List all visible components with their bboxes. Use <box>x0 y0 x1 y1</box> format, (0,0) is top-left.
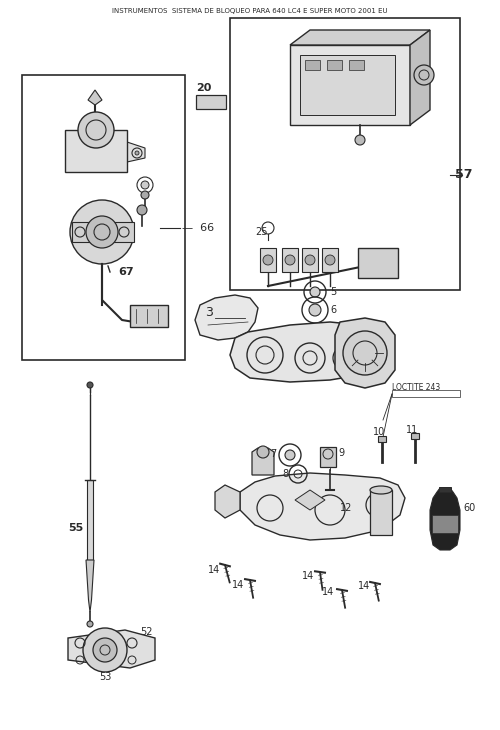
Bar <box>87 480 93 560</box>
Bar <box>327 60 342 70</box>
Text: 14: 14 <box>208 565 220 575</box>
Bar <box>196 95 226 109</box>
Circle shape <box>78 112 114 148</box>
Text: 6: 6 <box>330 305 336 315</box>
Circle shape <box>310 287 320 297</box>
Polygon shape <box>252 448 274 475</box>
Bar <box>320 447 336 467</box>
Circle shape <box>305 255 315 265</box>
Text: 10: 10 <box>373 427 385 437</box>
Text: LOCTITE 243: LOCTITE 243 <box>392 383 440 393</box>
Polygon shape <box>68 630 155 668</box>
Bar <box>130 305 168 327</box>
Bar <box>300 55 395 115</box>
Text: 55: 55 <box>68 523 83 533</box>
Polygon shape <box>295 490 325 510</box>
Polygon shape <box>410 30 430 125</box>
Text: 14: 14 <box>302 571 314 581</box>
Bar <box>439 487 451 492</box>
Bar <box>282 248 298 272</box>
Circle shape <box>86 216 118 248</box>
Text: 25: 25 <box>255 227 268 237</box>
Bar <box>22 75 185 360</box>
Polygon shape <box>335 318 395 388</box>
Circle shape <box>87 621 93 627</box>
Text: 7: 7 <box>270 449 276 459</box>
Circle shape <box>93 638 117 662</box>
Bar <box>358 248 398 278</box>
Text: 53: 53 <box>99 672 111 682</box>
Circle shape <box>414 65 434 85</box>
Bar <box>411 433 419 439</box>
Bar <box>72 222 134 242</box>
Polygon shape <box>430 488 460 550</box>
Circle shape <box>137 205 147 215</box>
Polygon shape <box>290 30 430 45</box>
Circle shape <box>135 151 139 155</box>
Bar <box>370 490 392 535</box>
Circle shape <box>141 191 149 199</box>
Text: 14: 14 <box>322 587 334 597</box>
Circle shape <box>343 331 387 375</box>
Bar <box>392 390 460 397</box>
Bar <box>260 248 276 272</box>
Circle shape <box>309 304 321 316</box>
Circle shape <box>325 255 335 265</box>
Text: 14: 14 <box>358 581 370 591</box>
Text: 14: 14 <box>232 580 244 590</box>
Bar <box>432 515 458 533</box>
Circle shape <box>285 450 295 460</box>
Text: 20: 20 <box>196 83 212 93</box>
Polygon shape <box>88 90 102 105</box>
Polygon shape <box>195 295 258 340</box>
Text: 5: 5 <box>330 287 336 297</box>
Circle shape <box>141 181 149 189</box>
Circle shape <box>257 446 269 458</box>
Text: 52: 52 <box>140 627 152 637</box>
Circle shape <box>70 200 134 264</box>
Text: 57: 57 <box>455 169 472 182</box>
Text: —  66: — 66 <box>182 223 214 233</box>
Bar <box>290 45 410 125</box>
Bar <box>378 436 386 442</box>
Polygon shape <box>240 473 405 540</box>
Ellipse shape <box>370 486 392 494</box>
Bar <box>230 18 460 290</box>
Bar <box>65 130 127 172</box>
Text: 9: 9 <box>338 448 344 458</box>
Text: 12: 12 <box>340 503 352 513</box>
Circle shape <box>285 255 295 265</box>
Text: INSTRUMENTOS  SISTEMA DE BLOQUEO PARA 640 LC4 E SUPER MOTO 2001 EU: INSTRUMENTOS SISTEMA DE BLOQUEO PARA 640… <box>112 8 388 14</box>
Circle shape <box>355 135 365 145</box>
Text: 3: 3 <box>205 305 213 318</box>
Bar <box>349 60 364 70</box>
Circle shape <box>263 255 273 265</box>
Polygon shape <box>230 322 378 382</box>
Text: 8: 8 <box>282 469 288 479</box>
Circle shape <box>87 382 93 388</box>
Text: 60: 60 <box>463 503 475 513</box>
Text: 67: 67 <box>118 267 134 277</box>
Polygon shape <box>215 485 240 518</box>
Text: 11: 11 <box>406 425 418 435</box>
Bar <box>302 248 318 272</box>
Bar <box>322 248 338 272</box>
Polygon shape <box>127 142 145 162</box>
Circle shape <box>83 628 127 672</box>
Polygon shape <box>86 560 94 612</box>
Bar <box>305 60 320 70</box>
